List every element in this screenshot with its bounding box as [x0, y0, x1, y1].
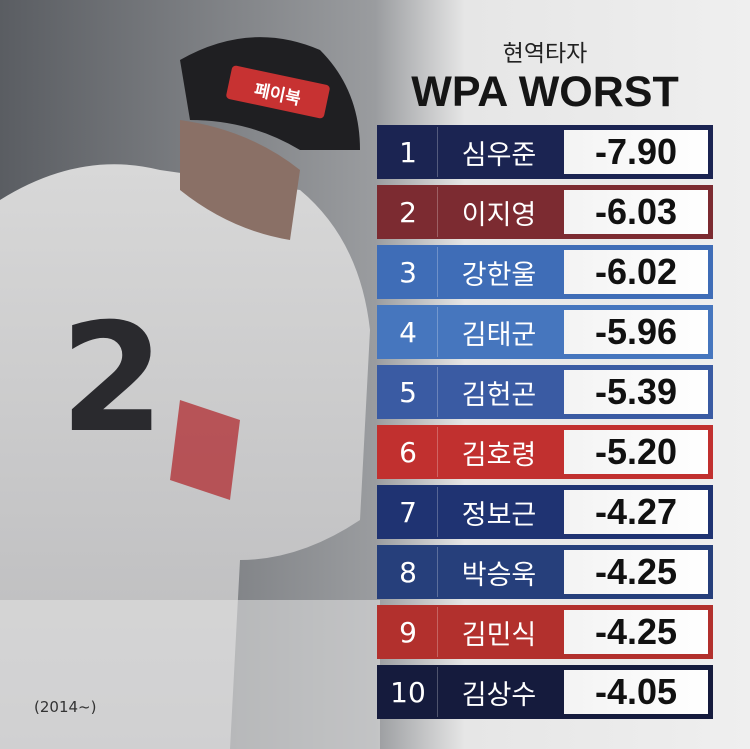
table-row: 6 김호령 -5.20 — [377, 425, 713, 479]
table-row: 1 심우준 -7.90 — [377, 125, 713, 179]
player-name: 강한울 — [437, 247, 560, 297]
rank: 8 — [399, 555, 417, 589]
rank: 1 — [399, 135, 417, 169]
wpa-value: -5.20 — [564, 430, 708, 474]
player-name: 이지영 — [437, 187, 560, 237]
footnote: (2014~) — [34, 698, 97, 716]
player-name: 김헌곤 — [437, 367, 560, 417]
wpa-value: -4.25 — [564, 550, 708, 594]
player-name: 김호령 — [437, 427, 560, 477]
table-row: 3 강한울 -6.02 — [377, 245, 713, 299]
player-name: 정보근 — [437, 487, 560, 537]
rank: 6 — [399, 435, 417, 469]
rank: 9 — [399, 615, 417, 649]
wpa-value: -4.27 — [564, 490, 708, 534]
player-name: 김상수 — [437, 667, 560, 717]
title: WPA WORST — [411, 68, 679, 116]
subtitle: 현역타자 — [502, 41, 588, 67]
player-name: 김민식 — [437, 607, 560, 657]
table-row: 9 김민식 -4.25 — [377, 605, 713, 659]
rank: 5 — [399, 375, 417, 409]
rank: 10 — [390, 675, 426, 709]
table-row: 5 김헌곤 -5.39 — [377, 365, 713, 419]
player-name: 심우준 — [437, 127, 560, 177]
player-name: 박승욱 — [437, 547, 560, 597]
wpa-value: -5.96 — [564, 310, 708, 354]
table-row: 8 박승욱 -4.25 — [377, 545, 713, 599]
wpa-value: -4.25 — [564, 610, 708, 654]
wpa-value: -6.03 — [564, 190, 708, 234]
table-row: 4 김태군 -5.96 — [377, 305, 713, 359]
table-row: 2 이지영 -6.03 — [377, 185, 713, 239]
table-row: 10 김상수 -4.05 — [377, 665, 713, 719]
rank: 2 — [399, 195, 417, 229]
rank: 3 — [399, 255, 417, 289]
player-name: 김태군 — [437, 307, 560, 357]
rank: 7 — [399, 495, 417, 529]
jersey-number: 2 — [60, 292, 164, 466]
wpa-value: -4.05 — [564, 670, 708, 714]
wpa-value: -6.02 — [564, 250, 708, 294]
table-row: 7 정보근 -4.27 — [377, 485, 713, 539]
wpa-value: -5.39 — [564, 370, 708, 414]
wpa-value: -7.90 — [564, 130, 708, 174]
rank: 4 — [399, 315, 417, 349]
